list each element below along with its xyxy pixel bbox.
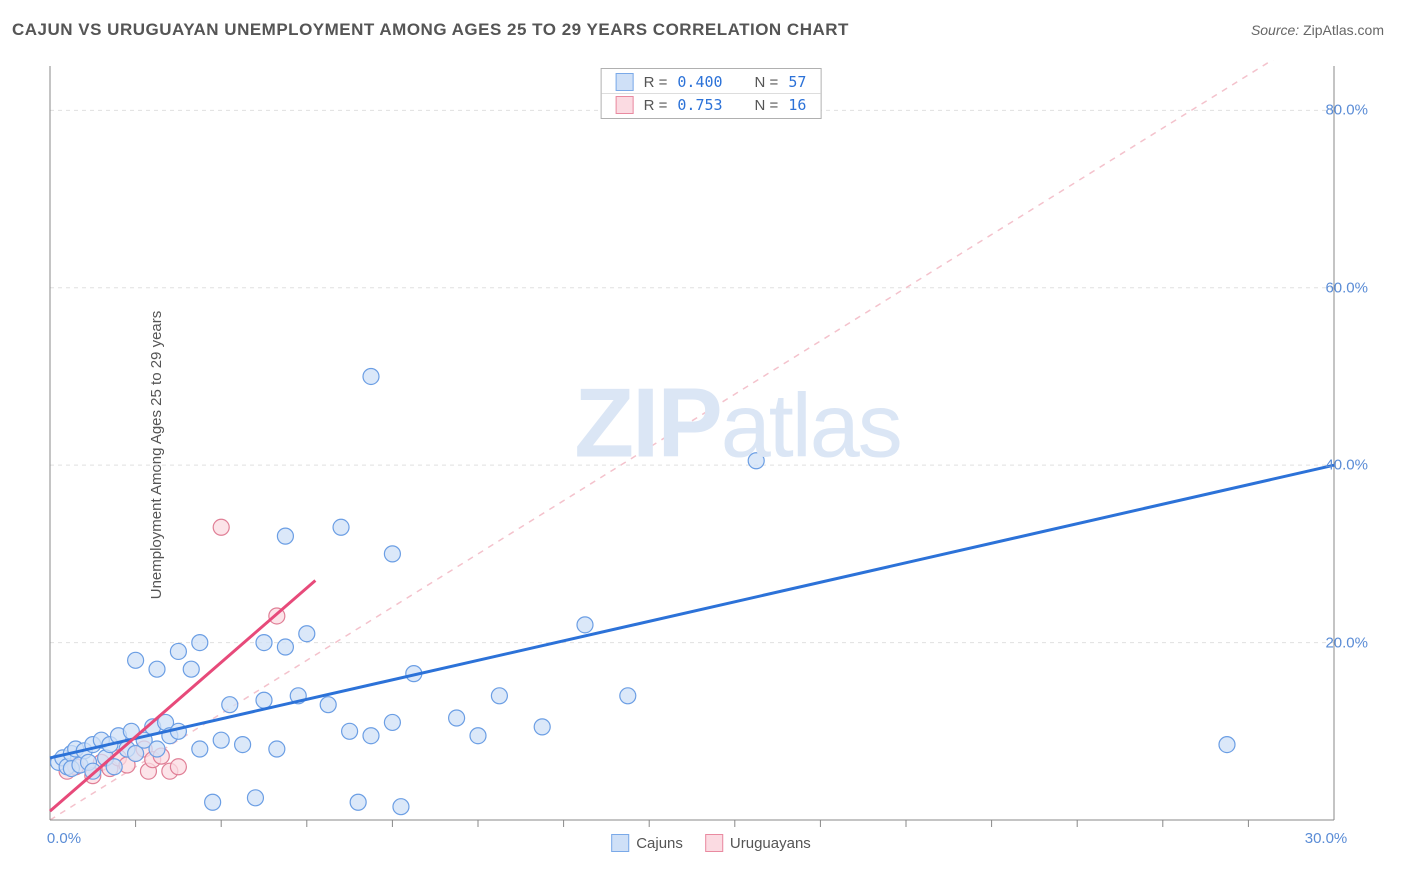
y-axis-tick-label: 80.0% [1325,102,1368,119]
correlation-legend: R = 0.400 N = 57 R = 0.753 N = 16 [601,68,822,119]
cajuns-label: Cajuns [636,835,683,852]
source-name: ZipAtlas.com [1303,22,1384,38]
uruguayans-r-value: 0.753 [677,96,722,114]
uruguayans-label: Uruguayans [730,835,811,852]
cajuns-n-value: 57 [788,73,806,91]
series-legend: Cajuns Uruguayans [603,834,819,852]
source-attribution: Source: ZipAtlas.com [1251,22,1384,38]
y-axis-tick-label: 40.0% [1325,457,1368,474]
legend-item-cajuns: Cajuns [611,834,683,852]
scatter-plot [48,60,1374,850]
y-axis-tick-label: 20.0% [1325,634,1368,651]
legend-row-uruguayans: R = 0.753 N = 16 [602,93,821,116]
cajuns-swatch-icon [616,73,634,91]
legend-item-uruguayans: Uruguayans [705,834,811,852]
cajuns-swatch-icon [611,834,629,852]
uruguayans-swatch-icon [616,96,634,114]
x-axis-max-label: 30.0% [1305,830,1348,847]
uruguayans-swatch-icon [705,834,723,852]
cajuns-r-value: 0.400 [677,73,722,91]
source-label: Source: [1251,22,1299,38]
n-label: N = [755,74,779,91]
r-label: R = [644,97,668,114]
chart-title: CAJUN VS URUGUAYAN UNEMPLOYMENT AMONG AG… [12,20,849,40]
r-label: R = [644,74,668,91]
uruguayans-n-value: 16 [788,96,806,114]
y-axis-tick-label: 60.0% [1325,279,1368,296]
n-label: N = [755,97,779,114]
legend-row-cajuns: R = 0.400 N = 57 [602,71,821,93]
x-axis-min-label: 0.0% [47,830,81,847]
chart-container: Unemployment Among Ages 25 to 29 years Z… [48,60,1374,850]
